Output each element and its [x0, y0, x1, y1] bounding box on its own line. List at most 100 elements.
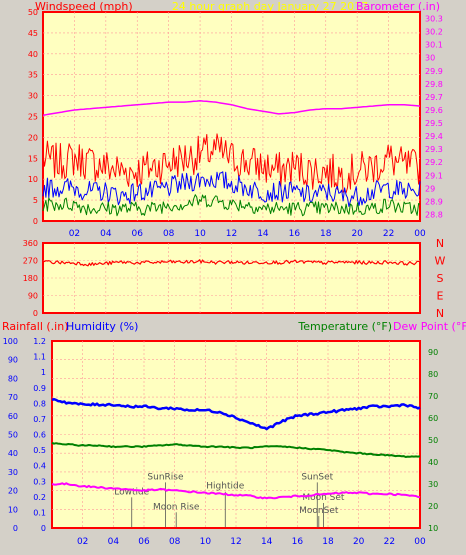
compass-label: S [437, 272, 444, 285]
direction-left-ticks: 0 90 180 270 360 [23, 239, 38, 318]
x-tick-label: 22 [383, 229, 394, 239]
y-tick-label: 28.9 [425, 197, 443, 206]
y-tick-label: 0 [33, 217, 38, 226]
x-tick-label: 06 [138, 537, 150, 547]
event-label: Moon Set [302, 493, 345, 503]
event-label: SunRise [147, 472, 184, 482]
y-tick-label: 20 [428, 502, 438, 511]
humidity-ticks: 0 10 20 30 40 50 60 70 80 90 100 [3, 337, 18, 533]
y-tick-label: 29.7 [425, 93, 443, 102]
x-tick-label: 14 [261, 537, 273, 547]
y-tick-label: 0.7 [33, 415, 46, 424]
y-tick-label: 60 [8, 412, 18, 421]
y-tick-label: 25 [28, 113, 38, 122]
y-tick-label: 30 [425, 54, 435, 63]
y-tick-label: 30 [8, 468, 18, 477]
y-tick-label: 1.2 [33, 337, 46, 346]
x-tick-label: 22 [384, 537, 395, 547]
x-tick-label: 08 [169, 537, 181, 547]
dewpoint-axis-label: Dew Point (°F) [393, 320, 466, 333]
y-tick-label: 0 [13, 524, 18, 533]
y-tick-label: 0.5 [33, 446, 46, 455]
y-tick-label: 0.2 [33, 493, 46, 502]
wind-panel: Windspeed (mph) 24 hour graph day Januar… [28, 0, 443, 239]
x-tick-label: 20 [353, 537, 365, 547]
y-tick-label: 29.6 [425, 106, 443, 115]
y-tick-label: 270 [23, 257, 38, 266]
y-tick-label: 80 [8, 374, 18, 383]
temperature-ticks: 10 20 30 40 50 60 70 80 90 [428, 348, 438, 533]
y-tick-label: 60 [428, 414, 438, 423]
y-tick-label: 30 [428, 480, 438, 489]
climate-series [51, 397, 421, 529]
y-tick-label: 29.3 [425, 145, 443, 154]
x-tick-label: 20 [351, 229, 363, 239]
temperature-axis-label: Temperature (°F) [297, 320, 392, 333]
y-tick-label: 29.5 [425, 119, 443, 128]
y-tick-label: 29.9 [425, 67, 443, 76]
y-tick-label: 30.2 [425, 28, 443, 37]
event-label: Lowtide [114, 487, 149, 497]
y-tick-label: 70 [8, 393, 18, 402]
compass-label: N [436, 307, 444, 320]
y-tick-label: 90 [8, 356, 18, 365]
x-tick-label: 06 [132, 229, 144, 239]
y-tick-label: 29.1 [425, 171, 443, 180]
dewpoint-line [51, 482, 421, 500]
wind-series [42, 100, 421, 217]
y-tick-label: 30 [28, 92, 38, 101]
event-label: Moon Rise [153, 502, 200, 512]
climate-panel: Rainfall (.in) Humidity (%) Temperature … [2, 320, 466, 547]
x-tick-label: 04 [108, 537, 120, 547]
x-tick-label: 02 [77, 537, 88, 547]
wind-grid [43, 12, 420, 221]
y-tick-label: 90 [28, 292, 38, 301]
x-tick-label: 12 [226, 229, 237, 239]
y-tick-label: 50 [8, 431, 18, 440]
x-tick-label: 10 [194, 229, 206, 239]
y-tick-label: 50 [28, 8, 38, 17]
y-tick-label: 29.2 [425, 158, 443, 167]
y-tick-label: 0.1 [33, 508, 46, 517]
y-tick-label: 180 [23, 274, 38, 283]
y-tick-label: 0 [33, 309, 38, 318]
humidity-line [51, 397, 421, 431]
y-tick-label: 40 [28, 50, 38, 59]
low-line [42, 194, 421, 217]
average-line [42, 171, 421, 207]
wind-left-axis-label: Windspeed (mph) [35, 0, 133, 13]
gust-line [42, 133, 421, 194]
y-tick-label: 10 [428, 524, 438, 533]
y-tick-label: 5 [33, 196, 38, 205]
rainfall-ticks: 0 0.1 0.2 0.3 0.4 0.5 0.6 0.7 0.8 0.9 1 1.1 1.2 [33, 337, 46, 533]
x-tick-label: 02 [69, 229, 80, 239]
event-label: MoonSet [299, 506, 339, 516]
y-tick-label: 70 [428, 392, 438, 401]
wind-right-axis-label: Barometer (.in) [356, 0, 440, 13]
x-tick-label: 16 [289, 229, 301, 239]
y-tick-label: 20 [8, 487, 18, 496]
y-tick-label: 10 [8, 505, 18, 514]
wind-left-ticks: 0 5 10 15 20 25 30 35 40 45 50 [28, 8, 38, 226]
x-tick-label: 04 [100, 229, 112, 239]
y-tick-label: 0.9 [33, 384, 46, 393]
climate-x-ticks: 02 04 06 08 10 12 14 16 18 20 22 00 [77, 537, 426, 547]
y-tick-label: 30.3 [425, 15, 443, 24]
compass-label: N [436, 237, 444, 250]
y-tick-label: 28.8 [425, 210, 443, 219]
x-tick-label: 00 [414, 537, 426, 547]
direction-grid [43, 243, 420, 313]
rainfall-axis-label: Rainfall (.in) [2, 320, 69, 333]
direction-series [42, 259, 421, 267]
x-tick-label: 00 [414, 229, 426, 239]
y-tick-label: 29.8 [425, 80, 443, 89]
wind-chart-title: 24 hour graph day January 27 2017 [172, 0, 368, 13]
event-label: Hightide [206, 482, 244, 492]
direction-line [42, 259, 421, 267]
y-tick-label: 10 [28, 175, 38, 184]
y-tick-label: 1.1 [33, 353, 46, 362]
humidity-axis-label: Humidity (%) [66, 320, 138, 333]
y-tick-label: 360 [23, 239, 38, 248]
x-tick-label: 18 [322, 537, 334, 547]
